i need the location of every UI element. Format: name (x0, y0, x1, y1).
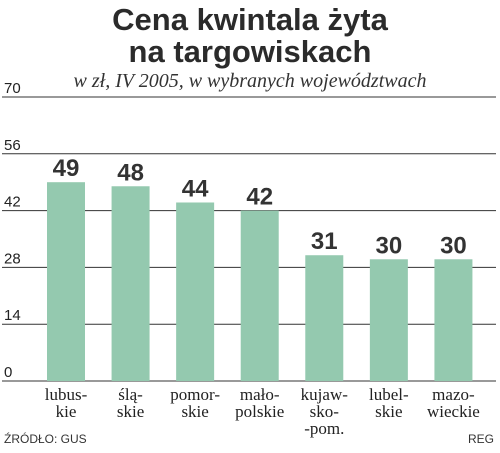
bar-0 (47, 182, 85, 381)
data-label-5: 30 (376, 232, 403, 259)
y-tick-label-28: 28 (4, 250, 21, 267)
category-label-1: ślą-skie (117, 385, 144, 421)
category-label-4: kujaw-sko--pom. (301, 385, 349, 438)
y-tick-label-14: 14 (4, 307, 21, 324)
category-label-0: lubus-kie (45, 385, 88, 421)
category-label-line: skie (117, 402, 144, 421)
data-label-2: 44 (182, 175, 209, 202)
category-label-5: lubel-skie (369, 385, 409, 421)
category-label-line: mało- (240, 385, 280, 404)
y-tick-label-42: 42 (4, 194, 21, 211)
category-label-line: kujaw- (301, 385, 349, 404)
bar-4 (305, 255, 344, 381)
category-label-line: skie (375, 402, 402, 421)
y-tick-label-56: 56 (4, 137, 21, 154)
chart-subtitle: w zł, IV 2005, w wybranych województwach (73, 70, 427, 92)
category-label-line: pomor- (170, 385, 220, 404)
data-label-3: 42 (246, 184, 273, 211)
data-label-1: 48 (117, 159, 144, 186)
category-label-line: kie (56, 402, 77, 421)
bar-6 (434, 259, 473, 381)
y-tick-label-0: 0 (4, 364, 12, 381)
category-label-line: mazo- (432, 385, 475, 404)
bar-2 (176, 202, 215, 381)
category-label-line: skie (181, 402, 208, 421)
chart-title-line-2: na targowiskach (128, 34, 372, 69)
bar-5 (369, 259, 408, 381)
category-label-line: lubus- (45, 385, 88, 404)
data-label-4: 31 (311, 228, 338, 255)
category-label-line: lubel- (369, 385, 409, 404)
category-label-3: mało-polskie (235, 385, 284, 421)
category-label-line: ślą- (118, 385, 143, 404)
chart-title-line-1: Cena kwintala żyta (112, 2, 388, 37)
data-label-6: 30 (440, 232, 467, 259)
category-label-6: mazo-wieckie (427, 385, 480, 421)
category-label-line: -pom. (304, 419, 344, 438)
bar-1 (111, 186, 150, 381)
source-note: ŹRÓDŁO: GUS (4, 432, 87, 446)
category-label-2: pomor-skie (170, 385, 220, 421)
bar-3 (240, 210, 279, 381)
y-tick-label-70: 70 (4, 80, 21, 97)
category-label-line: sko- (310, 402, 340, 421)
category-label-line: wieckie (427, 402, 480, 421)
data-label-0: 49 (53, 155, 80, 182)
category-label-line: polskie (235, 402, 284, 421)
author-credit: REG (467, 432, 494, 446)
